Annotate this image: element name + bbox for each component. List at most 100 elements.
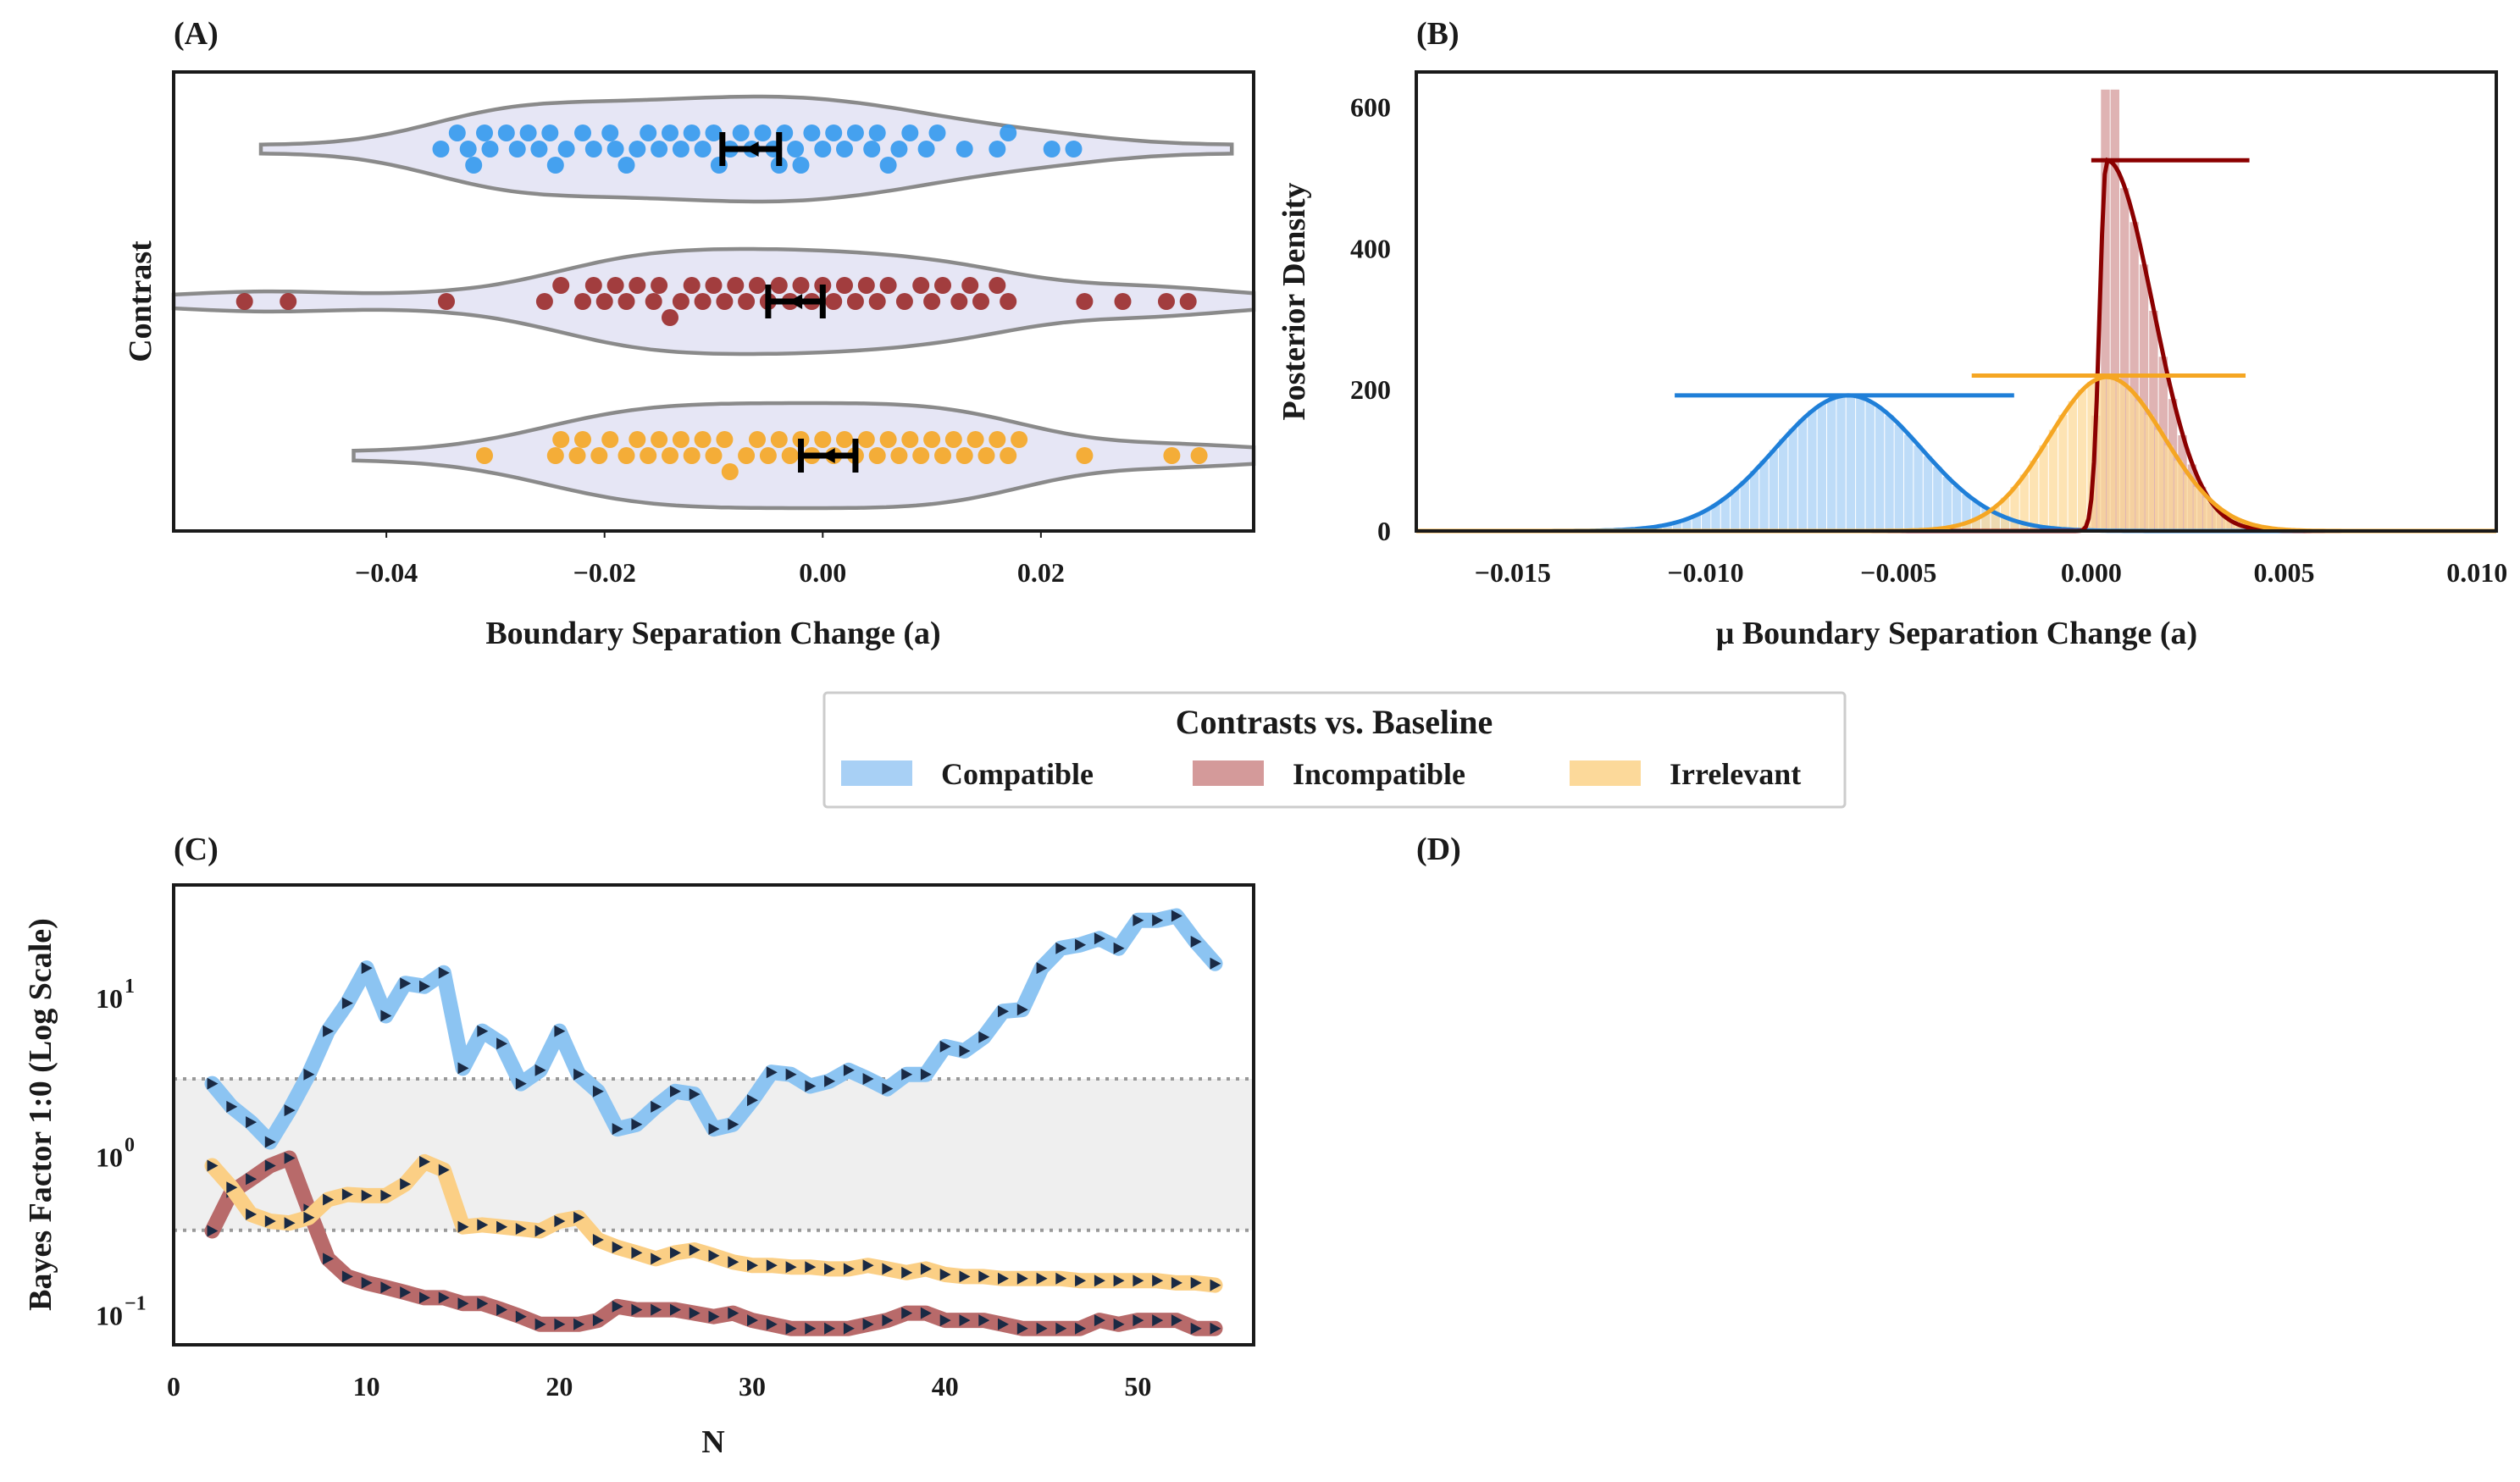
- swarm-point-incompatible: [1076, 293, 1094, 310]
- bf-marker-irrelevant: [592, 1234, 604, 1246]
- swarm-point-compatible: [640, 124, 657, 141]
- bf-marker-compatible: [998, 1005, 1009, 1018]
- swarm-point-incompatible: [961, 277, 979, 294]
- x-tick-label: 0: [167, 1371, 180, 1402]
- swarm-point-irrelevant: [683, 447, 701, 464]
- bf-marker-irrelevant: [766, 1259, 778, 1272]
- legend-item-compatible: Compatible: [841, 757, 1094, 791]
- histogram-bar: [2030, 460, 2039, 531]
- histogram-bar: [1865, 401, 1875, 531]
- swarm-point-irrelevant: [640, 447, 657, 464]
- inconclusive-band: [174, 1078, 1254, 1230]
- bf-marker-compatible: [1075, 938, 1087, 951]
- swarm-point-compatible: [465, 157, 483, 174]
- bf-marker-compatible: [1113, 942, 1125, 954]
- swarm-point-irrelevant: [694, 431, 712, 448]
- bf-marker-incompatible: [1055, 1322, 1067, 1335]
- swarm-point-irrelevant: [651, 431, 668, 448]
- swarm-point-compatible: [508, 141, 526, 158]
- bf-marker-incompatible: [419, 1291, 430, 1304]
- swarm-point-incompatible: [672, 293, 690, 310]
- bf-marker-compatible: [631, 1118, 643, 1131]
- swarm-point-compatible: [519, 124, 537, 141]
- bf-marker-incompatible: [323, 1253, 335, 1265]
- swarm-point-irrelevant: [672, 431, 690, 448]
- swarm-point-compatible: [476, 124, 493, 141]
- y-tick-label: 10 1: [96, 976, 135, 1014]
- swarm-point-incompatible: [879, 277, 897, 294]
- histogram-bar: [2058, 414, 2068, 531]
- bf-marker-irrelevant: [573, 1211, 585, 1224]
- swarm-point-compatible: [792, 157, 810, 174]
- bf-marker-compatible: [284, 1104, 296, 1117]
- bf-marker-incompatible: [651, 1303, 662, 1316]
- bf-marker-incompatible: [1075, 1322, 1087, 1335]
- swarm-point-incompatible: [584, 277, 602, 294]
- swarm-point-irrelevant: [476, 447, 493, 464]
- histogram-bar: [1797, 418, 1808, 531]
- swarm-point-incompatible: [836, 277, 853, 294]
- bf-marker-incompatible: [766, 1318, 778, 1330]
- swarm-point-compatible: [1000, 124, 1017, 141]
- swarm-point-incompatible: [618, 293, 635, 310]
- swarm-point-irrelevant: [1000, 447, 1017, 464]
- histogram-bar: [2222, 513, 2232, 531]
- histogram-compatible: [1614, 395, 2087, 531]
- swarm-point-incompatible: [895, 293, 913, 310]
- swarm-point-compatible: [683, 124, 701, 141]
- histogram-bar: [1720, 497, 1731, 531]
- bf-marker-compatible: [670, 1085, 681, 1098]
- bf-marker-compatible: [1036, 962, 1048, 975]
- swarm-point-compatible: [662, 124, 678, 141]
- bf-marker-irrelevant: [920, 1263, 932, 1275]
- legend-swatch-compatible: [841, 760, 912, 786]
- swarm-point-compatible: [618, 157, 635, 174]
- bf-marker-compatible: [689, 1088, 701, 1101]
- swarm-point-incompatible: [1158, 293, 1175, 310]
- swarm-point-irrelevant: [552, 431, 570, 448]
- swarm-point-irrelevant: [890, 447, 908, 464]
- swarm-point-compatible: [672, 141, 690, 158]
- bf-marker-compatible: [515, 1077, 527, 1090]
- swarm-point-compatible: [497, 124, 515, 141]
- bf-marker-compatible: [805, 1080, 817, 1092]
- panel-c-x-axis-title: N: [701, 1424, 724, 1460]
- bf-marker-irrelevant: [534, 1225, 546, 1237]
- bf-marker-compatible: [477, 1025, 489, 1037]
- histogram-bar: [2096, 377, 2107, 531]
- histogram-bar: [1711, 504, 1720, 531]
- panel-b-x-axis-title: μ Boundary Separation Change (a): [1716, 616, 2197, 651]
- histogram-bar: [2174, 460, 2184, 531]
- legend-label-irrelevant: Irrelevant: [1670, 757, 1801, 791]
- swarm-point-incompatible: [846, 293, 864, 310]
- swarm-point-compatible: [601, 124, 619, 141]
- panel-b-ticks: −0.015 −0.010 −0.005 0.000 0.005 0.010 0 200 400…: [1350, 92, 2507, 588]
- bf-marker-compatible: [920, 1068, 932, 1081]
- swarm-point-incompatible: [1114, 293, 1132, 310]
- bf-marker-incompatible: [246, 1173, 258, 1186]
- bf-marker-irrelevant: [939, 1269, 951, 1280]
- panel-c-plot-area: [174, 908, 1254, 1336]
- swarm-point-compatible: [606, 141, 624, 158]
- swarm-point-incompatible: [280, 293, 297, 310]
- bf-marker-compatible: [264, 1136, 276, 1148]
- histogram-bar: [1952, 486, 1962, 531]
- swarm-point-incompatible: [595, 293, 613, 310]
- bf-marker-incompatible: [939, 1314, 951, 1327]
- histogram-bar: [1779, 439, 1788, 531]
- x-tick-label: 40: [932, 1371, 959, 1402]
- y-tick-exponent: 0: [125, 1134, 135, 1156]
- legend: Contrasts vs. Baseline Compatible Incompa…: [822, 691, 1847, 809]
- bf-marker-incompatible: [1094, 1314, 1105, 1327]
- panel-c-y-axis-title: Bayes Factor 1:0 (Log Scale): [23, 918, 58, 1311]
- bf-marker-compatible: [1016, 1004, 1028, 1016]
- bf-marker-compatible: [573, 1068, 585, 1081]
- legend-label-incompatible: Incompatible: [1293, 757, 1465, 791]
- bf-marker-irrelevant: [207, 1159, 219, 1172]
- swarm-point-incompatible: [552, 277, 570, 294]
- histogram-bar: [1759, 460, 1769, 531]
- bf-marker-irrelevant: [264, 1215, 276, 1227]
- swarm-point-compatible: [989, 141, 1006, 158]
